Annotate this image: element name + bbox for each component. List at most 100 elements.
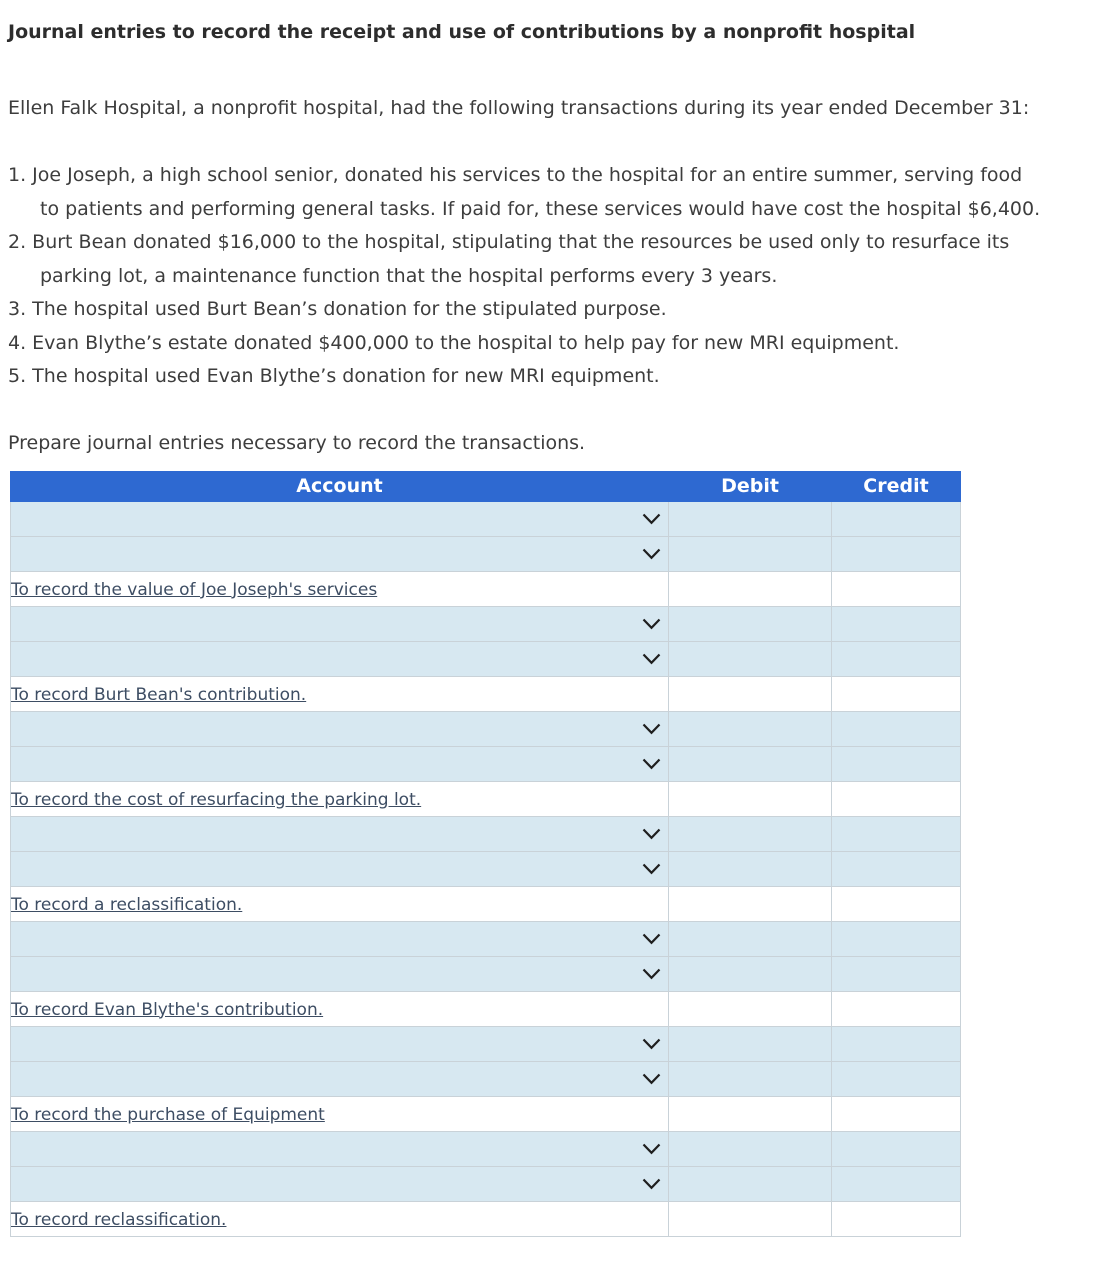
journal-entry-row — [10, 1060, 961, 1097]
memo-row: To record reclassification. — [10, 1200, 961, 1237]
transaction-line: 4. Evan Blythe’s estate donated $400,000… — [8, 331, 900, 354]
memo-debit-cell — [668, 1095, 832, 1132]
debit-input[interactable] — [668, 920, 832, 957]
journal-entry-row — [10, 1165, 961, 1202]
memo-cell: To record a reclassification. — [10, 885, 669, 922]
memo-link[interactable]: To record the cost of resurfacing the pa… — [11, 789, 422, 810]
memo-debit-cell — [668, 675, 832, 712]
table-header-row: Account Debit Credit — [10, 470, 961, 502]
memo-row: To record Burt Bean's contribution. — [10, 675, 961, 712]
chevron-down-icon — [642, 968, 661, 979]
memo-debit-cell — [668, 780, 832, 817]
account-select[interactable] — [10, 815, 669, 852]
column-header-account: Account — [10, 470, 669, 502]
journal-entry-row — [10, 710, 961, 747]
debit-input[interactable] — [668, 710, 832, 747]
debit-input[interactable] — [668, 500, 832, 537]
journal-entry-row — [10, 955, 961, 992]
credit-input[interactable] — [831, 710, 961, 747]
account-select[interactable] — [10, 1130, 669, 1167]
account-select[interactable] — [10, 535, 669, 572]
account-select[interactable] — [10, 605, 669, 642]
chevron-down-icon — [642, 653, 661, 664]
memo-credit-cell — [831, 885, 961, 922]
debit-input[interactable] — [668, 955, 832, 992]
debit-input[interactable] — [668, 605, 832, 642]
memo-link[interactable]: To record the purchase of Equipment — [11, 1104, 325, 1125]
memo-link[interactable]: To record Evan Blythe's contribution. — [11, 999, 324, 1020]
account-select[interactable] — [10, 745, 669, 782]
credit-input[interactable] — [831, 1130, 961, 1167]
memo-row: To record a reclassification. — [10, 885, 961, 922]
journal-entry-row — [10, 745, 961, 782]
account-select[interactable] — [10, 955, 669, 992]
credit-input[interactable] — [831, 1025, 961, 1062]
credit-input[interactable] — [831, 1165, 961, 1202]
credit-input[interactable] — [831, 605, 961, 642]
journal-entries-table: Account Debit Credit — [10, 470, 961, 1237]
debit-input[interactable] — [668, 1060, 832, 1097]
memo-cell: To record the value of Joe Joseph's serv… — [10, 570, 669, 607]
memo-debit-cell — [668, 990, 832, 1027]
debit-input[interactable] — [668, 850, 832, 887]
instruction-text: Prepare journal entries necessary to rec… — [8, 432, 586, 454]
column-header-credit: Credit — [831, 470, 961, 502]
debit-input[interactable] — [668, 640, 832, 677]
memo-cell: To record the cost of resurfacing the pa… — [10, 780, 669, 817]
chevron-down-icon — [642, 1178, 661, 1189]
debit-input[interactable] — [668, 1165, 832, 1202]
transaction-line: 1. Joe Joseph, a high school senior, don… — [8, 164, 1023, 186]
credit-input[interactable] — [831, 850, 961, 887]
journal-entry-row — [10, 640, 961, 677]
account-select[interactable] — [10, 1165, 669, 1202]
account-select[interactable] — [10, 640, 669, 677]
memo-debit-cell — [668, 885, 832, 922]
memo-link[interactable]: To record a reclassification. — [11, 894, 243, 915]
transaction-line: parking lot, a maintenance function that… — [40, 264, 778, 287]
credit-input[interactable] — [831, 920, 961, 957]
credit-input[interactable] — [831, 1060, 961, 1097]
credit-input[interactable] — [831, 500, 961, 537]
debit-input[interactable] — [668, 745, 832, 782]
credit-input[interactable] — [831, 815, 961, 852]
memo-link[interactable]: To record the value of Joe Joseph's serv… — [11, 579, 378, 600]
memo-row: To record the value of Joe Joseph's serv… — [10, 570, 961, 607]
account-select[interactable] — [10, 710, 669, 747]
credit-input[interactable] — [831, 535, 961, 572]
debit-input[interactable] — [668, 535, 832, 572]
journal-entry-row — [10, 815, 961, 852]
account-select[interactable] — [10, 500, 669, 537]
chevron-down-icon — [642, 1038, 661, 1049]
memo-cell: To record Burt Bean's contribution. — [10, 675, 669, 712]
chevron-down-icon — [642, 1143, 661, 1154]
transaction-line: to patients and performing general tasks… — [40, 197, 1041, 220]
journal-entry-row — [10, 1025, 961, 1062]
credit-input[interactable] — [831, 745, 961, 782]
chevron-down-icon — [642, 548, 661, 559]
account-select[interactable] — [10, 920, 669, 957]
transaction-line: 3. The hospital used Burt Bean’s donatio… — [8, 298, 667, 320]
page-content: Journal entries to record the receipt an… — [0, 19, 1103, 1237]
chevron-down-icon — [642, 1073, 661, 1084]
transactions-list: 1. Joe Joseph, a high school senior, don… — [8, 159, 1103, 394]
account-select[interactable] — [10, 850, 669, 887]
account-select[interactable] — [10, 1025, 669, 1062]
page-title: Journal entries to record the receipt an… — [8, 21, 916, 43]
memo-link[interactable]: To record Burt Bean's contribution. — [11, 684, 307, 705]
memo-link[interactable]: To record reclassification. — [11, 1209, 227, 1230]
journal-entry-row — [10, 920, 961, 957]
credit-input[interactable] — [831, 640, 961, 677]
memo-credit-cell — [831, 1200, 961, 1237]
debit-input[interactable] — [668, 1130, 832, 1167]
chevron-down-icon — [642, 618, 661, 629]
memo-debit-cell — [668, 1200, 832, 1237]
memo-credit-cell — [831, 1095, 961, 1132]
debit-input[interactable] — [668, 1025, 832, 1062]
credit-input[interactable] — [831, 955, 961, 992]
journal-entry-row — [10, 605, 961, 642]
account-select[interactable] — [10, 1060, 669, 1097]
transaction-line: 5. The hospital used Evan Blythe’s donat… — [8, 365, 660, 387]
debit-input[interactable] — [668, 815, 832, 852]
memo-cell: To record Evan Blythe's contribution. — [10, 990, 669, 1027]
memo-row: To record the cost of resurfacing the pa… — [10, 780, 961, 817]
